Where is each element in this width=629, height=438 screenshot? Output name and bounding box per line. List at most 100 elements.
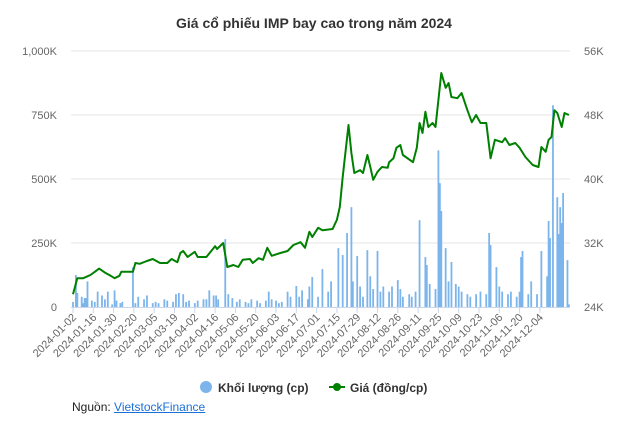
- volume-bar: [399, 289, 402, 307]
- volume-bar: [154, 301, 157, 307]
- volume-bar: [457, 286, 460, 307]
- legend-price-label: Giá (đồng/cp): [350, 381, 427, 395]
- volume-bar: [330, 281, 332, 307]
- volume-bar: [327, 291, 330, 307]
- volume-bar: [215, 295, 218, 307]
- volume-bar: [119, 303, 122, 307]
- volume-bar: [267, 291, 270, 307]
- y-left-tick-label: 500K: [31, 174, 57, 186]
- volume-bar: [83, 298, 86, 307]
- volume-bar: [498, 286, 501, 307]
- volume-bar: [536, 294, 538, 307]
- volume-bar: [495, 267, 498, 307]
- grid: [71, 50, 570, 244]
- volume-bar: [408, 294, 411, 307]
- volume-bar: [444, 248, 447, 307]
- volume-bar: [137, 296, 140, 307]
- volume-bar: [546, 276, 549, 307]
- volume-bar: [166, 300, 169, 307]
- volume-bar: [366, 250, 369, 307]
- volume-bar: [521, 250, 524, 307]
- y-left-tick-label: 0: [51, 302, 57, 314]
- volume-bar: [134, 303, 137, 307]
- source-label: Nguồn:: [72, 400, 111, 414]
- volume-bar: [527, 294, 530, 307]
- volume-bar: [317, 296, 319, 307]
- price-line: [72, 72, 570, 295]
- volume-bar: [76, 292, 79, 307]
- y-axis-labels: 0 24K 250K 32K 500K 40K 750K 48K 1,000K 56K: [22, 46, 604, 314]
- volume-bar: [520, 257, 522, 307]
- volume-bar: [489, 245, 492, 307]
- volume-bar: [227, 294, 230, 307]
- legend-price-marker: [333, 383, 341, 391]
- volume-bar: [172, 301, 174, 307]
- y-left-tick-label: 750K: [31, 110, 57, 122]
- volume-bar: [424, 257, 427, 307]
- legend-item-price[interactable]: Giá (đồng/cp): [329, 381, 427, 395]
- volume-bar: [369, 276, 372, 307]
- volume-bar: [90, 300, 93, 307]
- volume-bar: [224, 239, 227, 307]
- volume-bar: [121, 301, 124, 307]
- volume-bar: [196, 300, 199, 307]
- volume-bar: [205, 299, 208, 307]
- y-right-tick-label: 40K: [584, 174, 604, 186]
- volume-bar: [286, 291, 289, 307]
- volume-bar: [350, 207, 353, 307]
- volume-bar: [540, 250, 543, 307]
- y-right-tick-label: 24K: [584, 302, 604, 314]
- y-right-tick-label: 56K: [584, 46, 604, 58]
- volume-bar: [85, 298, 87, 307]
- volume-bar: [379, 291, 382, 307]
- volume-bar: [351, 281, 354, 307]
- volume-bar: [244, 301, 247, 307]
- volume-bar: [425, 265, 428, 307]
- volume-bar: [450, 261, 453, 307]
- volume-bar: [362, 296, 364, 307]
- volume-bar: [308, 286, 311, 307]
- y-right-tick-label: 48K: [584, 110, 604, 122]
- volume-bar: [515, 296, 518, 307]
- legend-item-volume[interactable]: Khối lượng (cp): [200, 381, 309, 395]
- volume-bar: [376, 250, 379, 307]
- volume-bar: [559, 207, 562, 307]
- volume-bar: [356, 256, 359, 307]
- volume-bar: [163, 299, 166, 307]
- volume-bar: [560, 223, 563, 307]
- volume-bar: [460, 291, 463, 307]
- volume-bar: [479, 291, 482, 307]
- volume-bar: [231, 298, 234, 307]
- volume-bar: [301, 290, 303, 307]
- volume-bar: [298, 296, 301, 307]
- volume-bar: [469, 296, 472, 307]
- volume-bar: [193, 303, 196, 307]
- volume-bar: [434, 289, 437, 307]
- volume-bar: [264, 300, 267, 307]
- volume-bar: [507, 294, 509, 307]
- legend-volume-label: Khối lượng (cp): [218, 381, 309, 395]
- y-right-tick-label: 32K: [584, 238, 604, 250]
- volume-bar: [438, 183, 441, 307]
- volume-bar: [428, 283, 431, 307]
- volume-bar: [185, 301, 187, 307]
- volume-bar: [182, 294, 185, 307]
- legend-volume-icon: [200, 381, 212, 393]
- volume-bar: [113, 290, 116, 307]
- volume-bar: [188, 300, 190, 307]
- volume-bar: [466, 294, 469, 307]
- volume-bar: [341, 255, 344, 307]
- volume-bar: [401, 296, 404, 307]
- volume-bar: [256, 300, 259, 307]
- volume-bar: [202, 299, 205, 307]
- volume-bar: [568, 304, 570, 307]
- volume-bar: [289, 296, 292, 307]
- volume-bar: [396, 280, 399, 307]
- source-note: Nguồn: VietstockFinance: [72, 400, 205, 414]
- source-link[interactable]: VietstockFinance: [114, 400, 206, 414]
- volume-bar: [359, 286, 361, 307]
- volume-bar: [501, 291, 504, 307]
- volume-bar: [175, 294, 177, 307]
- volume-bar: [280, 301, 283, 307]
